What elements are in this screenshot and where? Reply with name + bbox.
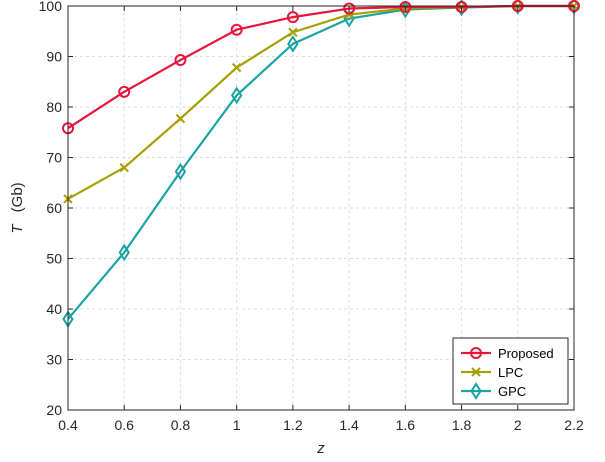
y-tick-label: 50 (46, 251, 62, 267)
legend-entry-lpc: LPC (461, 365, 523, 380)
x-tick-label: 0.8 (171, 417, 191, 433)
data-point-proposed (174, 54, 187, 67)
data-point-proposed (399, 1, 412, 14)
y-axis-label: T (Gb) (9, 182, 26, 233)
y-tick-label: 30 (46, 352, 62, 368)
data-point-gpc (230, 86, 243, 105)
legend-label-gpc: GPC (498, 384, 526, 399)
series-line-proposed (67, 4, 574, 130)
marker-stroke (471, 367, 481, 377)
x-tick-label: 1.8 (452, 417, 472, 433)
x-tick-label: 0.4 (58, 417, 78, 433)
marker-stroke (288, 27, 298, 37)
x-axis-label: z (316, 440, 325, 457)
tick-labels: 0.4 0.6 0.8 1 1.2 1.4 1.6 1.8 2 2.2 20 30 40 50 60 70 80… (39, 0, 584, 433)
x-tick-label: 0.6 (114, 417, 134, 433)
data-point-lpc (231, 62, 242, 73)
data-point-proposed (455, 1, 468, 14)
series-layer (62, 0, 580, 328)
y-tick-label: 100 (39, 0, 63, 14)
y-tick-label: 40 (46, 301, 62, 317)
x-tick-label: 2 (514, 417, 522, 433)
data-point-gpc (118, 243, 130, 262)
y-axis-label-unit: (Gb) (9, 182, 26, 212)
y-tick-label: 80 (46, 99, 62, 115)
legend-entry-gpc: GPC (461, 382, 526, 400)
legend-label-lpc: LPC (498, 365, 523, 380)
legend-marker (470, 347, 482, 359)
y-tick-label: 20 (46, 402, 62, 418)
data-point-lpc (119, 162, 129, 173)
data-point-gpc (174, 162, 187, 181)
marker-stroke (119, 162, 129, 173)
series-gpc (62, 0, 580, 328)
y-tick-label: 60 (46, 200, 62, 216)
data-point-proposed (286, 11, 299, 24)
series-line-gpc (67, 4, 574, 320)
series-proposed (62, 0, 580, 135)
data-point-proposed (343, 2, 356, 15)
y-tick-label: 90 (46, 49, 62, 65)
legend: Proposed LPC GPC (452, 337, 569, 405)
marker-stroke (175, 113, 186, 124)
x-tick-label: 1.4 (339, 417, 359, 433)
x-tick-label: 2.2 (564, 417, 584, 433)
ticks (67, 5, 575, 411)
legend-entry-proposed: Proposed (461, 346, 554, 361)
legend-marker (470, 382, 482, 400)
data-point-lpc (288, 27, 298, 37)
x-tick-label: 1.2 (283, 417, 303, 433)
series-line-lpc (67, 4, 574, 200)
data-point-proposed (118, 85, 131, 98)
data-point-lpc (175, 113, 186, 124)
legend-marker (471, 367, 481, 377)
y-axis-label-variable: T (9, 223, 26, 234)
data-point-gpc (287, 35, 299, 53)
x-tick-label: 1 (233, 417, 241, 433)
marker-stroke (231, 62, 242, 73)
x-tick-label: 1.6 (396, 417, 416, 433)
data-point-proposed (230, 23, 243, 36)
legend-label-proposed: Proposed (498, 346, 554, 361)
y-tick-label: 70 (46, 150, 62, 166)
